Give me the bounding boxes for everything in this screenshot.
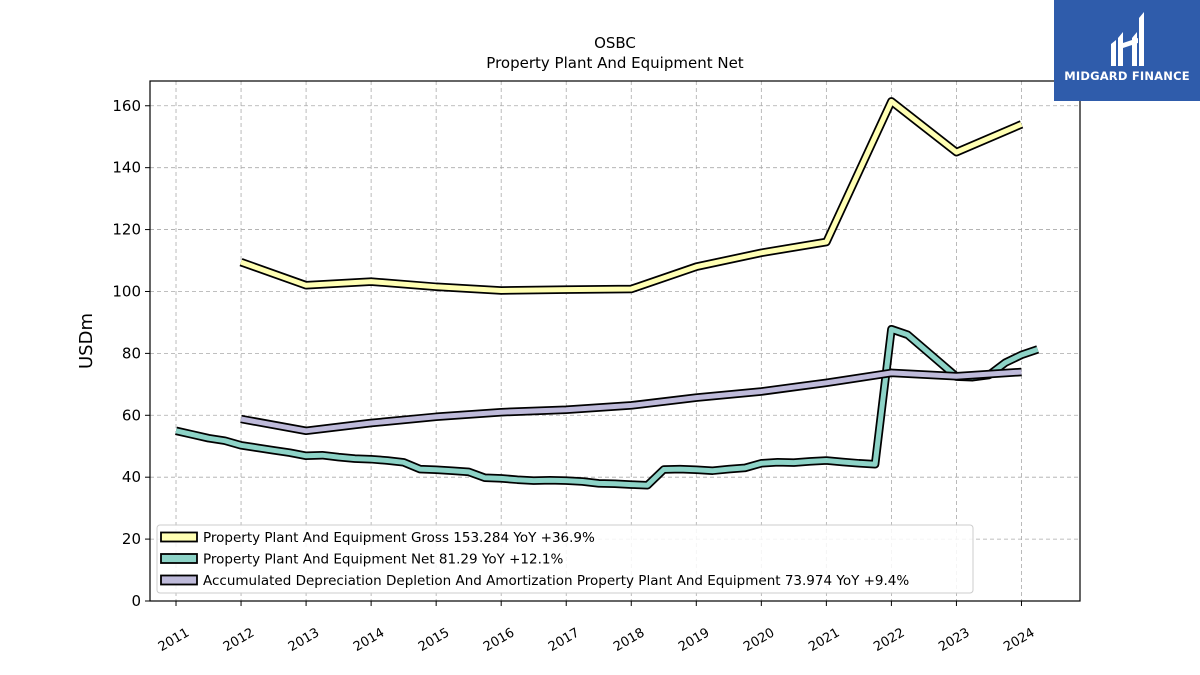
grid <box>150 81 1080 602</box>
legend-swatch <box>160 574 198 586</box>
legend-swatch <box>160 531 198 543</box>
brand-logo: MIDGARD FINANCE <box>1054 0 1200 101</box>
y-axis-label: USDm <box>76 313 97 369</box>
legend-label: Property Plant And Equipment Net 81.29 Y… <box>203 552 563 568</box>
series-line-0 <box>240 98 1023 293</box>
series-line-1 <box>175 326 1039 488</box>
y-tick-label: 40 <box>122 468 141 486</box>
legend-swatch <box>160 553 198 564</box>
series-lines <box>175 97 1040 490</box>
y-tick-label: 120 <box>112 221 141 239</box>
legend-label: Property Plant And Equipment Gross 153.2… <box>203 530 595 546</box>
y-tick-label: 0 <box>131 592 141 610</box>
plot-frame <box>149 80 1081 602</box>
y-tick-label: 100 <box>112 282 141 300</box>
y-axis: 0 20 40 60 80 100 120 140 160 <box>112 97 150 610</box>
series-line-2 <box>240 369 1022 434</box>
legend-label: Accumulated Depreciation Depletion And A… <box>203 573 909 589</box>
y-tick-label: 160 <box>112 97 141 115</box>
brand-mark-icon <box>1111 12 1144 66</box>
y-tick-label: 80 <box>122 344 141 362</box>
chart-title: OSBC <box>594 34 636 52</box>
legend: Property Plant And Equipment Gross 153.2… <box>156 524 974 594</box>
y-tick-label: 140 <box>112 159 141 177</box>
brand-name: MIDGARD FINANCE <box>1064 69 1190 83</box>
y-tick-label: 20 <box>122 530 141 548</box>
chart-subtitle: Property Plant And Equipment Net <box>486 54 743 72</box>
y-tick-label: 60 <box>122 406 141 424</box>
legend-box <box>156 524 974 594</box>
